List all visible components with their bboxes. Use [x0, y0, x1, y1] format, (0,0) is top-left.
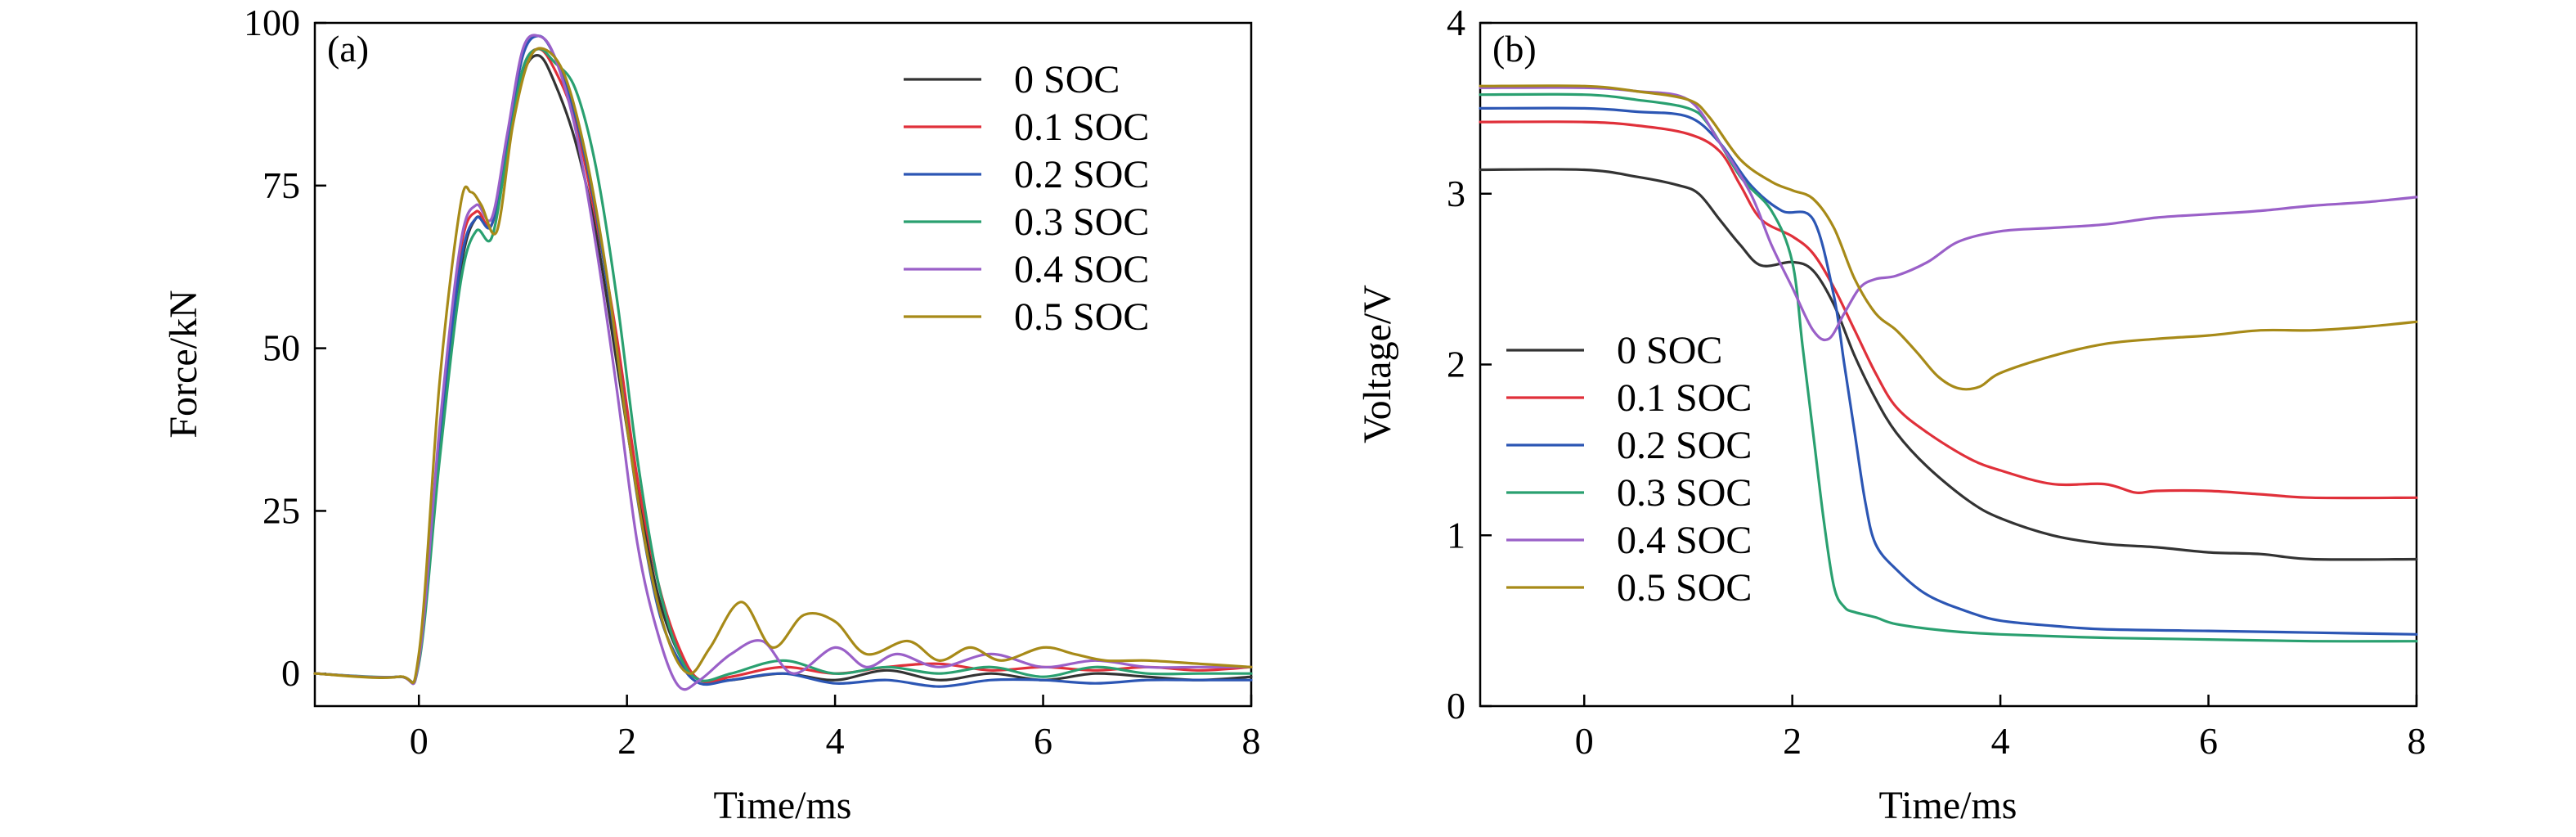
plot-frame-a	[313, 21, 1253, 708]
series-line-0-2-soc	[1479, 106, 2418, 636]
x-tick-label: 8	[1242, 720, 1261, 762]
panel-label-b: (b)	[1492, 28, 1537, 70]
x-tick-label: 4	[1991, 720, 2010, 762]
x-axis-title-b: Time/ms	[1879, 784, 2017, 827]
x-y-ticks-a: 0 2 4 6 8 0 25 50 75 100	[244, 2, 1261, 762]
y-tick-label: 1	[1447, 514, 1465, 556]
legend-label: 0.4 SOC	[1617, 519, 1752, 562]
y-tick-label: 3	[1447, 173, 1465, 214]
legend-label: 0.4 SOC	[1014, 248, 1149, 291]
x-tick-label: 0	[410, 720, 429, 762]
y-tick-label: 4	[1447, 2, 1465, 43]
legend-label: 0.2 SOC	[1617, 424, 1752, 467]
legend-label: 0.5 SOC	[1617, 566, 1752, 610]
x-tick-label: 6	[2199, 720, 2218, 762]
y-tick-label: 100	[244, 2, 300, 43]
y-tick-label: 0	[281, 652, 300, 694]
y-tick-label: 2	[1447, 344, 1465, 385]
legend-label: 0 SOC	[1617, 329, 1722, 372]
series-line-0-soc	[1479, 168, 2418, 561]
legend-label: 0.2 SOC	[1014, 153, 1149, 196]
series-line-0-3-soc	[1479, 92, 2418, 643]
y-tick-label: 25	[263, 489, 300, 531]
series-line-0-soc	[313, 54, 1253, 684]
series-line-0-3-soc	[313, 47, 1253, 686]
series-line-0-5-soc	[1479, 84, 2418, 391]
legend-label: 0.5 SOC	[1014, 295, 1149, 339]
legend-label: 0.3 SOC	[1617, 471, 1752, 515]
y-tick-label: 75	[263, 164, 300, 206]
x-tick-label: 2	[617, 720, 636, 762]
y-axis-title-a: Force/kN	[162, 290, 205, 438]
series-lines-b	[1479, 84, 2418, 643]
series-line-0-4-soc	[313, 34, 1253, 691]
x-y-ticks-b: 0 2 4 6 8 0 1 2 3 4	[1447, 2, 2426, 762]
x-tick-label: 8	[2408, 720, 2426, 762]
x-tick-label: 4	[826, 720, 845, 762]
y-axis-title-b: Voltage/V	[1356, 285, 1399, 443]
y-tick-label: 50	[263, 327, 300, 369]
y-tick-label: 0	[1447, 685, 1465, 727]
x-tick-label: 0	[1575, 720, 1594, 762]
x-tick-label: 6	[1034, 720, 1052, 762]
series-line-0-5-soc	[313, 47, 1253, 685]
x-axis-title-a: Time/ms	[714, 784, 852, 827]
panel-label-a: (a)	[327, 28, 369, 70]
legend-label: 0.1 SOC	[1014, 106, 1149, 149]
legend-label: 0.3 SOC	[1014, 200, 1149, 244]
x-tick-label: 2	[1783, 720, 1802, 762]
series-line-0-4-soc	[1479, 86, 2418, 342]
legend-label: 0.1 SOC	[1617, 376, 1752, 420]
legend-label: 0 SOC	[1014, 58, 1120, 101]
series-lines-a	[313, 34, 1253, 691]
series-line-0-1-soc	[1479, 120, 2418, 500]
